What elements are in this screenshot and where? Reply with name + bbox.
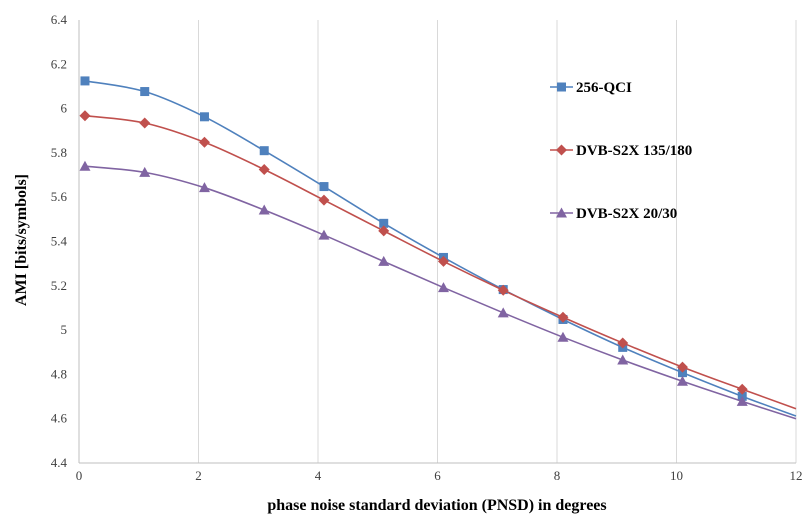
data-point-dvb-s2x-135-180-11 <box>736 383 748 395</box>
data-point-dvb-s2x-20-30-10 <box>676 375 688 386</box>
x-tick-labels: 0 2 4 6 8 10 12 <box>76 468 803 483</box>
y-axis-label: AMI [bits/symbols] <box>13 174 30 306</box>
series-group <box>79 76 797 420</box>
data-point-dvb-s2x-20-30-9 <box>617 354 629 365</box>
data-point-256-qci-3 <box>259 146 269 156</box>
y-tick-label-5.2: 5.2 <box>51 278 67 293</box>
y-tick-label-5.6: 5.6 <box>51 189 68 204</box>
y-tick-label-6: 6 <box>61 101 68 116</box>
x-tick-label-6: 6 <box>434 468 441 483</box>
data-point-dvb-s2x-20-30-2 <box>198 182 210 193</box>
data-point-dvb-s2x-135-180-5 <box>378 225 390 237</box>
data-point-dvb-s2x-135-180-2 <box>198 136 210 148</box>
series-dvb-s2x-135-180 <box>79 110 797 410</box>
data-point-dvb-s2x-135-180-7 <box>497 284 509 296</box>
x-tick-label-8: 8 <box>554 468 561 483</box>
y-tick-label-4.6: 4.6 <box>51 411 68 426</box>
data-point-dvb-s2x-20-30-1 <box>139 166 151 177</box>
axes <box>78 20 796 464</box>
y-tick-label-5: 5 <box>61 322 68 337</box>
data-point-dvb-s2x-20-30-6 <box>437 282 449 293</box>
legend-item-dvb-s2x-20-30: DVB-S2X 20/30 <box>550 206 677 222</box>
y-tick-label-6.2: 6.2 <box>51 56 67 71</box>
data-point-dvb-s2x-135-180-0 <box>79 110 91 122</box>
x-tick-label-4: 4 <box>315 468 322 483</box>
data-point-dvb-s2x-135-180-10 <box>676 361 688 373</box>
x-tick-label-12: 12 <box>790 468 803 483</box>
legend-marker-dvb-s2x-135-180 <box>556 144 567 156</box>
data-point-dvb-s2x-135-180-4 <box>318 194 330 206</box>
data-point-256-qci-0 <box>80 76 90 86</box>
x-axis-label: phase noise standard deviation (PNSD) in… <box>267 497 606 514</box>
data-point-dvb-s2x-20-30-4 <box>318 229 330 240</box>
legend-item-dvb-s2x-135-180: DVB-S2X 135/180 <box>550 143 692 159</box>
x-tick-label-2: 2 <box>195 468 202 483</box>
data-point-dvb-s2x-135-180-8 <box>557 311 569 323</box>
data-point-dvb-s2x-20-30-0 <box>79 160 91 171</box>
data-point-256-qci-4 <box>319 182 329 192</box>
legend-label-dvb-s2x-135-180: DVB-S2X 135/180 <box>576 143 692 159</box>
legend-item-256-qci: 256-QCI <box>550 80 632 96</box>
x-tick-label-0: 0 <box>76 468 83 483</box>
data-point-256-qci-10 <box>677 368 687 378</box>
y-tick-label-5.8: 5.8 <box>51 145 67 160</box>
legend-marker-dvb-s2x-20-30 <box>556 207 567 218</box>
data-point-dvb-s2x-20-30-8 <box>557 331 569 342</box>
data-point-256-qci-5 <box>379 218 389 228</box>
series-dvb-s2x-20-30 <box>79 160 797 420</box>
data-point-dvb-s2x-135-180-1 <box>139 117 151 129</box>
y-tick-label-6.4: 6.4 <box>51 12 68 27</box>
y-tick-label-5.4: 5.4 <box>51 234 68 249</box>
data-point-dvb-s2x-20-30-7 <box>497 307 509 318</box>
data-point-dvb-s2x-20-30-3 <box>258 204 270 215</box>
data-point-dvb-s2x-135-180-3 <box>258 164 270 176</box>
data-point-dvb-s2x-135-180-6 <box>437 255 449 267</box>
legend-marker-256-qci <box>557 82 566 92</box>
y-tick-label-4.8: 4.8 <box>51 366 67 381</box>
data-point-dvb-s2x-20-30-5 <box>378 255 390 266</box>
data-point-256-qci-1 <box>140 87 150 97</box>
grid <box>198 20 797 463</box>
y-tick-labels: 4.4 4.6 4.8 5 5.2 5.4 5.6 5.8 6 6.2 6.4 <box>51 12 68 470</box>
data-point-256-qci-2 <box>199 112 209 122</box>
legend-label-256-qci: 256-QCI <box>576 80 632 96</box>
legend-label-dvb-s2x-20-30: DVB-S2X 20/30 <box>576 206 677 222</box>
y-tick-label-4.4: 4.4 <box>51 455 68 470</box>
legend: 256-QCI DVB-S2X 135/180 DVB-S2X 20/30 <box>550 80 692 222</box>
x-tick-label-10: 10 <box>670 468 683 483</box>
data-point-dvb-s2x-20-30-11 <box>736 395 748 406</box>
data-point-dvb-s2x-135-180-9 <box>617 337 629 349</box>
